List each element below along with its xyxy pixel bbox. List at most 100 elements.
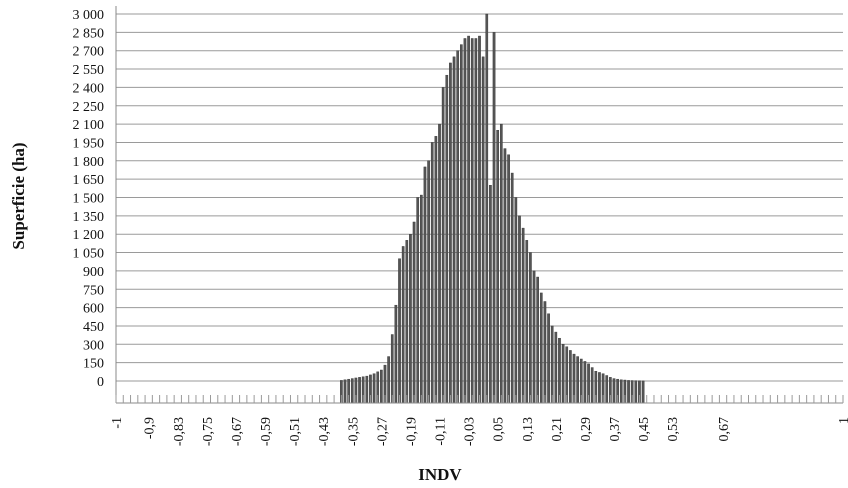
y-tick-label: 900 [83, 265, 104, 280]
histogram-bar [409, 233, 412, 404]
histogram-bar [619, 379, 623, 404]
histogram-bar [569, 350, 572, 404]
x-tick-label: 0,53 [666, 417, 681, 442]
histogram-bar [445, 74, 449, 404]
histogram-bar [449, 62, 452, 404]
histogram-bar [518, 215, 521, 404]
x-tick-label: -0,75 [201, 417, 216, 446]
histogram-bar [536, 276, 539, 404]
histogram-bar [507, 154, 510, 404]
x-tick-label: -0,59 [259, 417, 274, 446]
histogram-bar [394, 304, 398, 404]
histogram-bar [598, 372, 601, 404]
histogram-bar [543, 301, 547, 404]
histogram-bar [390, 334, 394, 404]
x-tick-label: 0,37 [608, 417, 623, 442]
x-tick-label: -0,19 [404, 417, 419, 446]
y-tick-label: 450 [83, 320, 104, 335]
histogram-bar [365, 375, 369, 404]
y-tick-label: 3 000 [73, 8, 105, 23]
x-tick-label: -0,9 [143, 417, 158, 439]
y-tick-label: 2 700 [73, 45, 105, 60]
x-axis-title: INDV [418, 465, 462, 484]
histogram-bar [434, 136, 438, 404]
histogram-bar [565, 346, 569, 404]
y-tick-label: 0 [97, 375, 104, 390]
histogram-bar [499, 123, 503, 404]
x-tick-label: 0,21 [550, 417, 565, 442]
y-tick-label: 2 400 [73, 81, 105, 96]
histogram-bar [532, 270, 536, 404]
axes [115, 6, 844, 404]
histogram-bar [514, 197, 518, 404]
y-tick-label: 2 550 [73, 63, 105, 78]
y-tick-label: 2 250 [73, 100, 105, 115]
histogram-bar [343, 379, 347, 404]
y-tick-label: 300 [83, 338, 104, 353]
x-tick-label: -0,27 [375, 417, 390, 446]
histogram-bar [358, 377, 361, 404]
histogram-bar [463, 38, 467, 404]
histogram-bar [496, 130, 500, 404]
histogram-bar [459, 44, 463, 404]
x-tick-labels: -1 -0,9 -0,83 -0,75 -0,67 -0,59 -0,51 -0,43 -0,3… [110, 417, 848, 446]
histogram-bar [456, 50, 460, 404]
histogram-bar [372, 373, 376, 404]
histogram-bar [510, 172, 514, 404]
histogram-bar [398, 258, 401, 404]
histogram-bar [416, 197, 420, 404]
histogram-bar [423, 166, 427, 404]
histogram-bar [634, 380, 638, 404]
x-tick-label: -0,35 [346, 417, 361, 446]
histogram-bar [525, 240, 529, 404]
y-tick-label: 1 200 [73, 228, 105, 243]
histogram-bar [452, 56, 456, 404]
y-tick-label: 600 [83, 302, 104, 317]
x-tick-label: 0,29 [579, 417, 594, 442]
histogram-bar [470, 38, 474, 404]
histogram-bar [641, 380, 645, 404]
histogram-bar [467, 35, 470, 404]
histogram-bar [539, 292, 543, 404]
y-tick-label: 1 350 [73, 210, 105, 225]
histogram-bar [412, 221, 416, 404]
y-tick-label: 1 800 [73, 155, 105, 170]
histogram-bar [478, 35, 481, 404]
histogram-bar [481, 56, 485, 404]
histogram-bar [427, 160, 430, 404]
histogram-bar [521, 227, 525, 404]
y-tick-labels: 0 150 300 450 600 750 900 1 050 1 200 1 350 1 500 1… [73, 8, 105, 390]
x-tick-label: -1 [110, 417, 125, 429]
histogram-bar [405, 240, 409, 404]
histogram-bar [420, 194, 423, 404]
x-tick-label: -0,83 [172, 417, 187, 446]
histogram-bar [590, 367, 594, 404]
y-tick-label: 1 050 [73, 247, 105, 262]
x-tick-label: -0,03 [463, 417, 478, 446]
histogram-bar [441, 87, 445, 404]
histogram-bar [387, 356, 390, 404]
histogram-bar [529, 252, 532, 404]
y-axis-title: Superficie (ha) [9, 142, 28, 249]
x-tick-label: -0,43 [317, 417, 332, 446]
x-tick-label: -0,51 [288, 417, 303, 446]
x-tick-label: 0,13 [521, 417, 536, 442]
histogram-bar [561, 344, 565, 404]
histogram-bar [380, 369, 383, 404]
histogram-bar [492, 32, 496, 404]
histogram-bar [558, 337, 561, 404]
histogram-bar [554, 331, 558, 404]
y-tick-label: 2 850 [73, 26, 105, 41]
x-tick-label: -0,11 [434, 417, 449, 446]
x-tick-label: 0,05 [492, 417, 507, 442]
histogram-bar [547, 313, 550, 404]
histogram-bar [583, 361, 587, 404]
bars [340, 13, 645, 404]
histogram-bar [550, 325, 554, 404]
histogram-bar [489, 185, 492, 404]
x-tick-label: -0,67 [230, 417, 245, 446]
y-tick-label: 750 [83, 283, 104, 298]
histogram-bar [627, 380, 630, 404]
histogram-bar [438, 123, 441, 404]
